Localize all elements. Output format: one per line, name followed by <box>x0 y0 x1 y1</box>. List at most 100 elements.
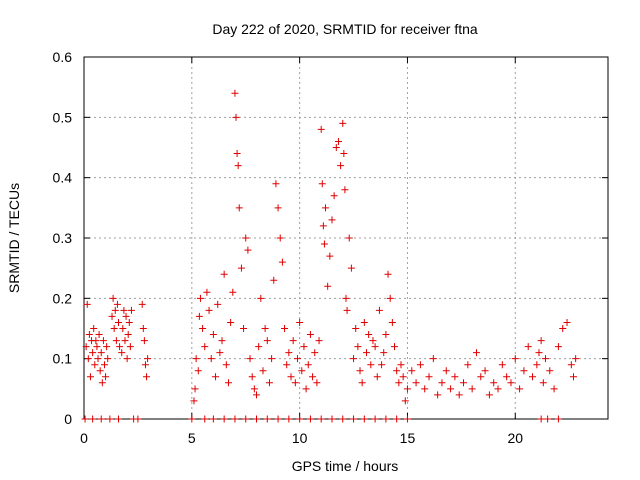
data-point <box>89 415 97 423</box>
data-point <box>371 415 379 423</box>
data-point <box>195 312 203 320</box>
data-point <box>298 367 306 375</box>
data-point <box>563 318 571 326</box>
x-tick-label: 0 <box>80 430 88 446</box>
data-point <box>569 373 577 381</box>
data-point <box>125 318 133 326</box>
data-point <box>503 373 511 381</box>
data-point <box>360 318 368 326</box>
data-point <box>190 397 198 405</box>
data-point <box>227 318 235 326</box>
data-point <box>231 89 239 97</box>
data-point <box>244 246 252 254</box>
data-point <box>369 337 377 345</box>
data-point <box>102 373 110 381</box>
data-point <box>451 373 459 381</box>
data-point <box>350 355 358 363</box>
data-point <box>330 192 338 200</box>
data-point <box>291 379 299 387</box>
data-point <box>391 343 399 351</box>
data-point <box>403 385 411 393</box>
data-point <box>82 343 90 351</box>
data-point <box>94 355 102 363</box>
data-point <box>425 373 433 381</box>
data-point <box>126 343 134 351</box>
data-point <box>212 373 220 381</box>
data-point <box>90 325 98 332</box>
x-tick-label: 15 <box>400 430 416 446</box>
data-point <box>341 186 349 194</box>
data-point <box>234 162 242 170</box>
data-point <box>554 343 562 351</box>
data-point <box>380 349 388 357</box>
data-point <box>421 385 429 393</box>
data-point <box>188 415 196 423</box>
data-point <box>373 373 381 381</box>
data-point <box>300 343 308 351</box>
data-point <box>318 180 326 188</box>
y-tick-label: 0 <box>64 411 72 427</box>
data-point <box>191 385 199 393</box>
data-point <box>123 355 131 363</box>
data-point <box>106 415 114 423</box>
data-point <box>272 180 280 188</box>
data-point <box>401 397 409 405</box>
data-point <box>84 355 92 363</box>
data-point <box>232 113 240 121</box>
data-point <box>263 415 271 423</box>
data-point <box>367 361 375 369</box>
data-point <box>98 379 106 387</box>
data-point <box>438 379 446 387</box>
data-point <box>141 361 149 369</box>
data-point <box>464 361 472 369</box>
data-point <box>358 379 366 387</box>
data-point <box>317 415 325 423</box>
data-point <box>485 391 493 399</box>
data-point <box>352 325 360 332</box>
data-point <box>220 415 228 423</box>
y-tick-label: 0.4 <box>53 170 73 186</box>
data-point <box>246 355 254 363</box>
data-point <box>546 367 554 375</box>
data-point <box>339 119 347 127</box>
data-point <box>507 379 515 387</box>
data-point <box>442 367 450 375</box>
data-point <box>229 288 237 296</box>
data-point <box>429 355 437 363</box>
data-point <box>257 294 265 302</box>
x-tick-label: 20 <box>507 430 523 446</box>
data-point <box>285 415 293 423</box>
data-point <box>140 337 148 345</box>
data-point <box>278 258 286 266</box>
data-point <box>340 150 348 158</box>
data-point <box>434 391 442 399</box>
data-point <box>127 306 135 314</box>
data-point <box>138 300 146 308</box>
data-point <box>378 361 386 369</box>
data-point <box>115 318 123 326</box>
data-points <box>81 89 580 423</box>
data-point <box>572 355 580 363</box>
data-point <box>524 343 532 351</box>
data-point <box>460 379 468 387</box>
data-point <box>494 385 502 393</box>
y-tick-label: 0.3 <box>53 230 73 246</box>
y-tick-label: 0.1 <box>53 351 73 367</box>
data-point <box>313 379 321 387</box>
data-point <box>231 415 239 423</box>
data-point <box>395 379 403 387</box>
data-point <box>337 162 345 170</box>
data-point <box>541 355 549 363</box>
data-point <box>203 288 211 296</box>
data-point <box>350 415 358 423</box>
data-point <box>567 361 575 369</box>
data-point <box>317 125 325 133</box>
data-point <box>233 150 241 158</box>
data-point <box>111 306 119 314</box>
data-point <box>490 379 498 387</box>
data-point <box>205 306 213 314</box>
data-point <box>416 361 424 369</box>
data-point <box>455 391 463 399</box>
data-point <box>134 415 142 423</box>
data-point <box>544 415 552 423</box>
